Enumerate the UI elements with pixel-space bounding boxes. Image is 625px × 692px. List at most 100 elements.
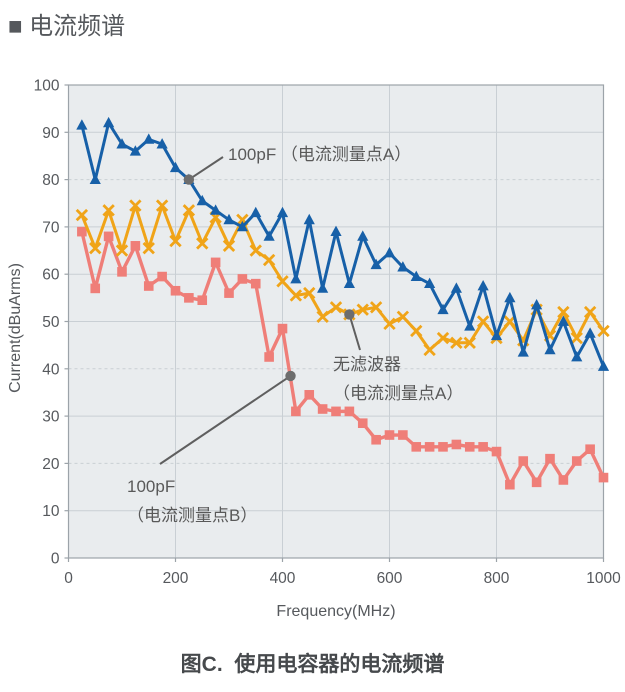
marker-x (236, 213, 249, 226)
marker-triangle (156, 138, 168, 149)
annotation-dot (285, 370, 296, 382)
x-tick-label: 1000 (586, 570, 621, 587)
marker-triangle (571, 350, 583, 362)
marker-x (289, 289, 303, 302)
marker-triangle (303, 213, 315, 225)
marker-square (90, 283, 101, 294)
x-tick-label: 800 (484, 570, 510, 587)
marker-triangle (276, 206, 289, 218)
marker-triangle (129, 145, 141, 156)
marker-triangle (103, 116, 115, 128)
marker-triangle (223, 213, 235, 225)
marker-square (478, 442, 488, 452)
annotation-100pf-a: 100pF （电流测量点A） (183, 145, 411, 185)
marker-triangle (450, 282, 462, 293)
x-tick-label: 600 (377, 570, 403, 587)
marker-x (102, 204, 115, 217)
marker-triangle (76, 119, 88, 130)
marker-square (371, 434, 381, 445)
marker-square (451, 439, 462, 450)
marker-square (264, 352, 274, 362)
y-tick-label: 0 (51, 551, 60, 568)
marker-triangle (477, 280, 489, 291)
marker-triangle (531, 298, 543, 310)
marker-triangle (397, 261, 409, 272)
marker-triangle (517, 346, 529, 357)
marker-triangle (343, 277, 355, 289)
marker-square (157, 271, 167, 282)
marker-square (77, 226, 87, 237)
marker-square (331, 406, 341, 417)
marker-square (344, 406, 355, 417)
marker-square (103, 231, 114, 242)
marker-x (369, 301, 383, 314)
y-tick-label: 30 (42, 409, 60, 426)
annotation-label: 无滤波器 (333, 355, 401, 374)
annotation-label: （电流测量点A） (333, 384, 463, 403)
annotation-leader-line (348, 314, 361, 351)
marker-x (410, 324, 423, 338)
marker-x (196, 237, 209, 250)
marker-triangle (210, 204, 222, 215)
marker-x (583, 305, 597, 319)
marker-triangle (370, 258, 382, 270)
marker-square (438, 442, 448, 452)
marker-square (143, 281, 154, 291)
marker-x (329, 301, 343, 314)
marker-x (249, 244, 262, 257)
marker-triangle (557, 315, 569, 326)
marker-square (357, 418, 368, 428)
y-tick-label: 80 (42, 172, 60, 189)
y-tick-label: 90 (42, 125, 60, 142)
annotation-label: （电流测量点B） (127, 506, 257, 525)
series-100pf-b (77, 226, 609, 490)
marker-x (155, 199, 169, 212)
marker-square (250, 278, 261, 289)
marker-triangle (236, 220, 248, 232)
marker-x (262, 253, 276, 267)
marker-square (117, 267, 127, 277)
marker-x (450, 336, 463, 349)
marker-triangle (544, 343, 556, 355)
marker-triangle (597, 360, 610, 371)
annotation-dot (344, 309, 355, 320)
x-tick-label: 400 (270, 570, 296, 587)
marker-triangle (330, 225, 342, 237)
marker-square (598, 472, 609, 483)
marker-square (424, 442, 435, 452)
y-tick-label: 20 (42, 456, 60, 473)
marker-square (130, 241, 141, 251)
marker-x (383, 317, 396, 331)
marker-triangle (424, 277, 436, 289)
marker-x (597, 324, 610, 338)
annotation-100pf-b: 100pF （电流测量点B） (127, 370, 296, 525)
marker-triangle (116, 138, 128, 149)
marker-x (129, 199, 142, 212)
marker-square (505, 479, 515, 490)
marker-triangle (357, 230, 369, 241)
marker-square (291, 406, 301, 417)
y-tick-label: 60 (42, 267, 60, 284)
marker-square (224, 288, 234, 298)
marker-x (276, 275, 289, 288)
annotation-leader-line (159, 375, 292, 465)
marker-x (316, 310, 329, 323)
figure-caption: 图C. 使用电容器的电流频谱 (180, 653, 445, 676)
marker-triangle (196, 194, 208, 206)
marker-square (317, 404, 328, 414)
marker-x (476, 315, 490, 328)
marker-square (531, 477, 542, 488)
marker-x (222, 239, 236, 253)
marker-triangle (250, 206, 262, 218)
x-axis-title: Frequency(MHz) (276, 603, 395, 620)
y-tick-label: 70 (42, 219, 60, 236)
marker-triangle (89, 173, 101, 184)
marker-square (464, 442, 475, 452)
marker-triangle (143, 133, 155, 144)
marker-x (303, 286, 316, 300)
x-tick-label: 200 (163, 570, 189, 587)
y-tick-label: 100 (34, 78, 60, 95)
annotation-label: 100pF (127, 477, 175, 496)
